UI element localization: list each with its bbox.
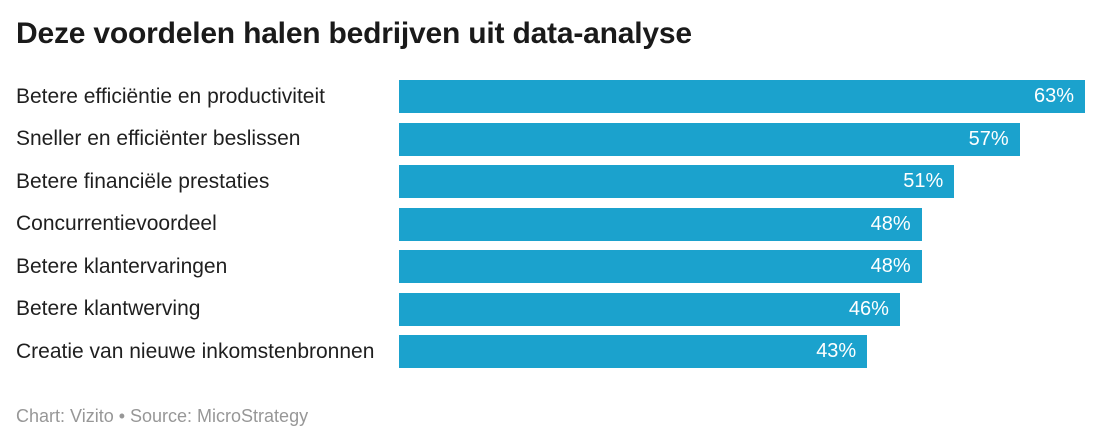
- bar-track: 51%: [399, 165, 1085, 198]
- category-label: Betere financiële prestaties: [16, 169, 270, 193]
- bar: 46%: [399, 292, 900, 326]
- bar: 51%: [399, 165, 955, 198]
- bar-row: Betere klantwerving 46%: [16, 292, 1085, 326]
- bar-track: 43%: [399, 335, 1085, 368]
- category-label: Betere klantervaringen: [16, 254, 228, 278]
- bar-row: Sneller en efficiënter beslissen 57%: [16, 122, 1085, 156]
- bar: 48%: [399, 207, 922, 241]
- bar-track: 48%: [399, 207, 1085, 241]
- category-label: Concurrentievoordeel: [16, 212, 217, 235]
- bar-track: 63%: [399, 80, 1085, 113]
- bar-row: Betere klantervaringen 48%: [16, 250, 1085, 283]
- bar-chart: Betere efficiëntie en productiviteit 63% S…: [16, 80, 1085, 378]
- value-label: 63%: [1033, 85, 1074, 107]
- bar-track: 57%: [399, 122, 1085, 156]
- category-label: Creatie van nieuwe inkomstenbronnen: [16, 339, 375, 363]
- value-label: 57%: [968, 127, 1009, 150]
- bar: 57%: [399, 122, 1020, 156]
- category-label: Sneller en efficiënter beslissen: [16, 127, 301, 150]
- value-label: 48%: [870, 212, 911, 235]
- bar-track: 46%: [399, 292, 1085, 326]
- bar: 63%: [399, 80, 1085, 113]
- value-label: 48%: [870, 255, 911, 277]
- category-label: Betere efficiëntie en productiviteit: [16, 84, 325, 108]
- bar-track: 48%: [399, 250, 1085, 283]
- bar-row: Betere financiële prestaties 51%: [16, 165, 1085, 198]
- category-label: Betere klantwerving: [16, 297, 201, 320]
- bar: 43%: [399, 335, 868, 368]
- bar: 48%: [399, 250, 922, 283]
- bar-row: Concurrentievoordeel 48%: [16, 207, 1085, 241]
- value-label: 51%: [903, 170, 944, 192]
- bar-row: Creatie van nieuwe inkomstenbronnen 43%: [16, 335, 1085, 368]
- bar-row: Betere efficiëntie en productiviteit 63%: [16, 80, 1085, 113]
- chart-attribution: Chart: Vizito • Source: MicroStrategy: [16, 406, 309, 426]
- value-label: 46%: [848, 297, 889, 320]
- chart-title: Deze voordelen halen bedrijven uit data-…: [16, 17, 692, 50]
- value-label: 43%: [816, 340, 857, 362]
